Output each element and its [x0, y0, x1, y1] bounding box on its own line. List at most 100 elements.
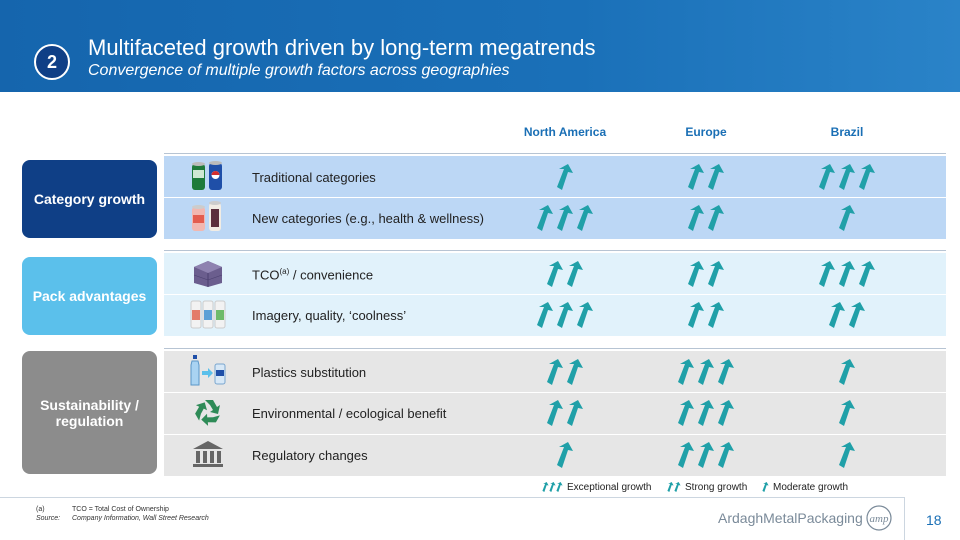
tco-footnote-marker: (a) — [279, 267, 290, 276]
growth-arrow-icon — [837, 400, 857, 426]
growth-arrows-north-america — [505, 439, 625, 471]
footnote-key: Source: — [36, 515, 61, 522]
tco-text: TCO — [252, 267, 280, 283]
growth-arrows-north-america — [505, 299, 625, 331]
recycle-icon — [188, 396, 228, 428]
footnote-tco: (a) TCO = Total Cost of Ownership — [36, 506, 169, 513]
growth-arrow-icon — [696, 400, 716, 426]
growth-arrow-icon — [545, 261, 565, 287]
growth-arrow-icon — [817, 164, 837, 190]
growth-arrow-icon — [676, 400, 696, 426]
growth-arrows-europe — [646, 356, 766, 388]
growth-arrow-icon — [686, 261, 706, 287]
legend-label-moderate: Moderate growth — [773, 481, 849, 493]
growth-arrow-icon — [565, 261, 585, 287]
growth-arrows-europe — [646, 161, 766, 193]
growth-arrow-icon — [686, 302, 706, 328]
section-label-category-growth: Category growth — [22, 160, 157, 238]
growth-arrow-icon — [706, 261, 726, 287]
growth-arrow-icon — [545, 400, 565, 426]
svg-text:amp: amp — [870, 513, 889, 525]
page-number: 18 — [926, 512, 942, 528]
pallet-icon — [188, 257, 228, 289]
section-divider — [164, 250, 946, 251]
growth-arrow-icon — [575, 302, 595, 328]
growth-arrow-icon — [716, 442, 736, 468]
growth-arrows-brazil — [787, 356, 907, 388]
growth-arrows-europe — [646, 299, 766, 331]
growth-arrow-icon — [696, 359, 716, 385]
growth-arrow-icon — [837, 205, 857, 231]
row-label-environmental-benefit: Environmental / ecological benefit — [252, 406, 447, 421]
health-cans-icon — [188, 201, 228, 233]
legend-label-strong: Strong growth — [685, 481, 748, 493]
growth-arrows-north-america — [505, 397, 625, 429]
designer-cans-icon — [188, 298, 228, 330]
growth-arrow-icon — [676, 359, 696, 385]
row-divider — [164, 197, 946, 198]
legend-strong: Strong growth — [667, 480, 747, 494]
row-divider — [164, 294, 946, 295]
legend-exceptional: Exceptional growth — [542, 480, 652, 494]
footer-divider — [0, 497, 904, 498]
footnote-text: Company Information, Wall Street Researc… — [72, 515, 209, 522]
row-label-imagery: Imagery, quality, ‘coolness’ — [252, 308, 407, 323]
section-label-pack-advantages: Pack advantages — [22, 257, 157, 335]
row-label-tco-convenience: TCO(a) / convenience — [252, 267, 373, 282]
growth-arrows-brazil — [787, 258, 907, 290]
growth-arrow-icon — [555, 442, 575, 468]
growth-arrows-europe — [646, 439, 766, 471]
growth-arrow-icon — [575, 205, 595, 231]
row-label-plastics-substitution: Plastics substitution — [252, 365, 367, 380]
footnote-key: (a) — [36, 506, 45, 513]
growth-arrow-icon — [817, 261, 837, 287]
growth-arrow-icon — [676, 442, 696, 468]
convenience-text: / convenience — [289, 267, 374, 283]
growth-arrows-north-america — [505, 258, 625, 290]
growth-arrow-icon — [535, 205, 555, 231]
growth-arrow-icon — [837, 164, 857, 190]
growth-arrow-icon — [706, 164, 726, 190]
growth-arrow-icon — [555, 164, 575, 190]
growth-arrow-icon — [686, 205, 706, 231]
growth-arrow-icon — [827, 302, 847, 328]
legend-arrows-icon — [667, 482, 681, 492]
growth-arrow-icon — [847, 302, 867, 328]
row-divider — [164, 392, 946, 393]
company-logo-text: ArdaghMetalPackaging — [718, 510, 863, 526]
legend-label-exceptional: Exceptional growth — [567, 481, 652, 493]
growth-arrows-brazil — [787, 202, 907, 234]
growth-arrows-north-america — [505, 356, 625, 388]
growth-arrow-icon — [716, 400, 736, 426]
growth-arrow-icon — [696, 442, 716, 468]
page-subtitle: Convergence of multiple growth factors a… — [88, 62, 510, 79]
legend-arrows-icon — [542, 482, 563, 492]
footnote-source: Source: Company Information, Wall Street … — [36, 515, 209, 522]
legend-moderate: Moderate growth — [762, 480, 848, 494]
growth-arrow-icon — [555, 205, 575, 231]
growth-arrow-icon — [716, 359, 736, 385]
growth-arrow-icon — [555, 302, 575, 328]
header-banner — [0, 0, 960, 92]
growth-arrows-north-america — [505, 202, 625, 234]
growth-arrows-brazil — [787, 439, 907, 471]
cans-icon — [188, 160, 228, 192]
bottle-to-can-icon — [188, 355, 228, 387]
page-title: Multifaceted growth driven by long-term … — [88, 35, 596, 60]
growth-arrow-icon — [837, 359, 857, 385]
growth-arrow-icon — [686, 164, 706, 190]
column-header-brazil: Brazil — [830, 125, 864, 139]
row-divider — [164, 434, 946, 435]
row-label-new-categories: New categories (e.g., health & wellness) — [252, 211, 484, 226]
growth-arrow-icon — [706, 205, 726, 231]
growth-arrow-icon — [565, 400, 585, 426]
growth-arrows-europe — [646, 258, 766, 290]
growth-arrows-europe — [646, 202, 766, 234]
growth-arrows-brazil — [787, 299, 907, 331]
growth-arrows-europe — [646, 397, 766, 429]
section-divider — [164, 153, 946, 154]
section-number-badge: 2 — [34, 44, 70, 80]
footer-divider-vertical — [904, 497, 905, 540]
government-building-icon — [188, 438, 228, 470]
column-header-north-america: North America — [523, 125, 607, 139]
